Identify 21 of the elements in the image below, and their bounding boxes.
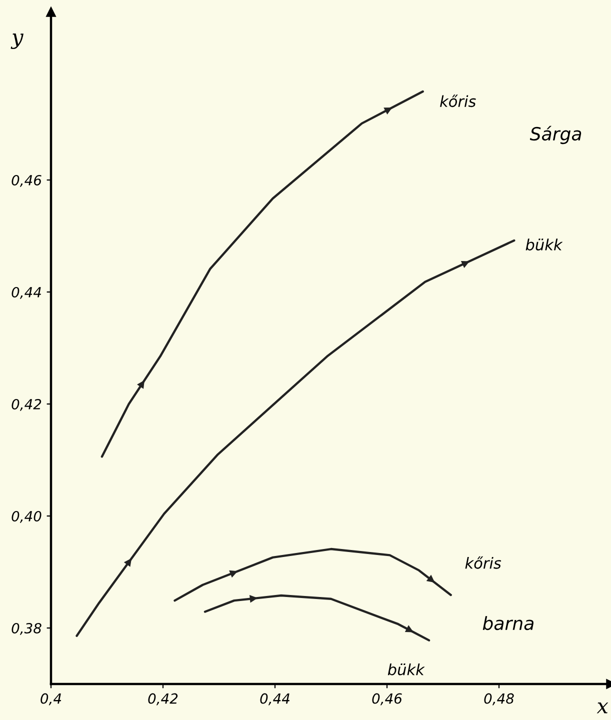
x-tick-label: 0,4 — [40, 693, 62, 706]
annotation: barna — [482, 616, 534, 630]
y-tick-label: 0,46 — [12, 174, 42, 187]
y-tick-label: 0,38 — [12, 622, 42, 635]
series-label: bükk — [388, 663, 425, 676]
line-series — [204, 594, 430, 642]
x-tick-label: 0,42 — [148, 693, 178, 706]
y-tick-label: 0,40 — [12, 510, 42, 523]
annotation: Sárga — [530, 126, 582, 144]
line-series — [174, 548, 452, 602]
y-tick-label: 0,42 — [12, 398, 42, 411]
line-series — [100, 90, 424, 458]
y-tick-label: 0,44 — [12, 286, 41, 299]
x-tick-label: 0,46 — [372, 693, 402, 706]
series-label: kőris — [465, 556, 502, 569]
series-label: kőris — [440, 94, 476, 108]
x-tick-label: 0,48 — [484, 693, 514, 706]
x-tick-label: 0,44 — [260, 693, 290, 706]
series-label: bükk — [526, 238, 563, 250]
y-axis-title: y — [10, 34, 24, 49]
x-axis-title: x — [596, 702, 608, 714]
